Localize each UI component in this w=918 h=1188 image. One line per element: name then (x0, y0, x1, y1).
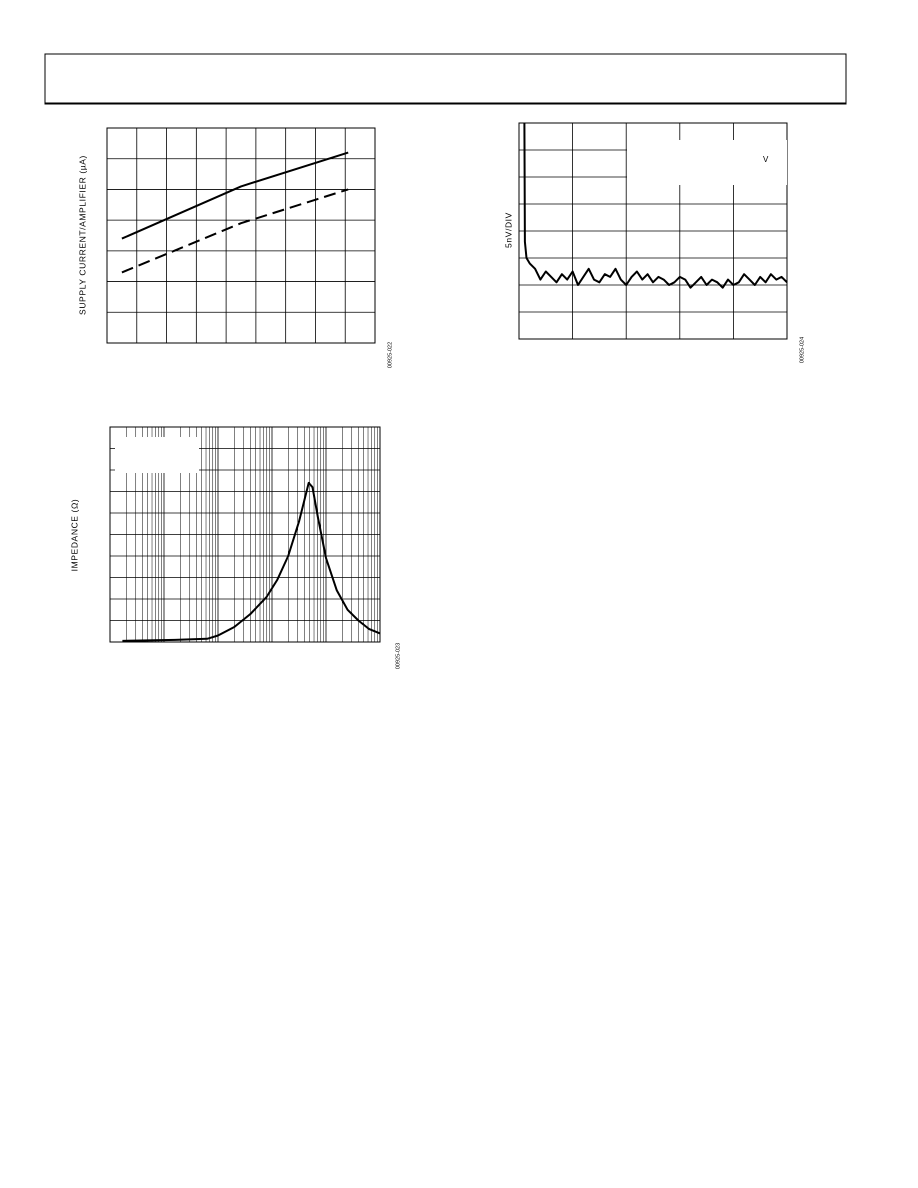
plot-frame (106, 127, 376, 344)
y-axis-label: 5nV/DIV (503, 212, 513, 248)
legend-box (115, 437, 199, 473)
plot-frame (109, 426, 381, 643)
header-box (44, 53, 847, 105)
legend-box (627, 140, 787, 185)
figure-id: 00925-022 (387, 342, 393, 368)
series-line (523, 122, 788, 289)
figure-id: 00925-024 (799, 337, 805, 363)
annotation: V (763, 155, 769, 164)
plot-frame (518, 122, 788, 340)
series-line (121, 188, 349, 274)
y-axis-label: IMPEDANCE (Ω) (69, 499, 79, 572)
figure-id: 00925-023 (395, 643, 401, 669)
y-axis-label: SUPPLY CURRENT/AMPLIFIER (µA) (77, 155, 87, 315)
series-line (121, 151, 349, 240)
series-line (122, 481, 381, 642)
